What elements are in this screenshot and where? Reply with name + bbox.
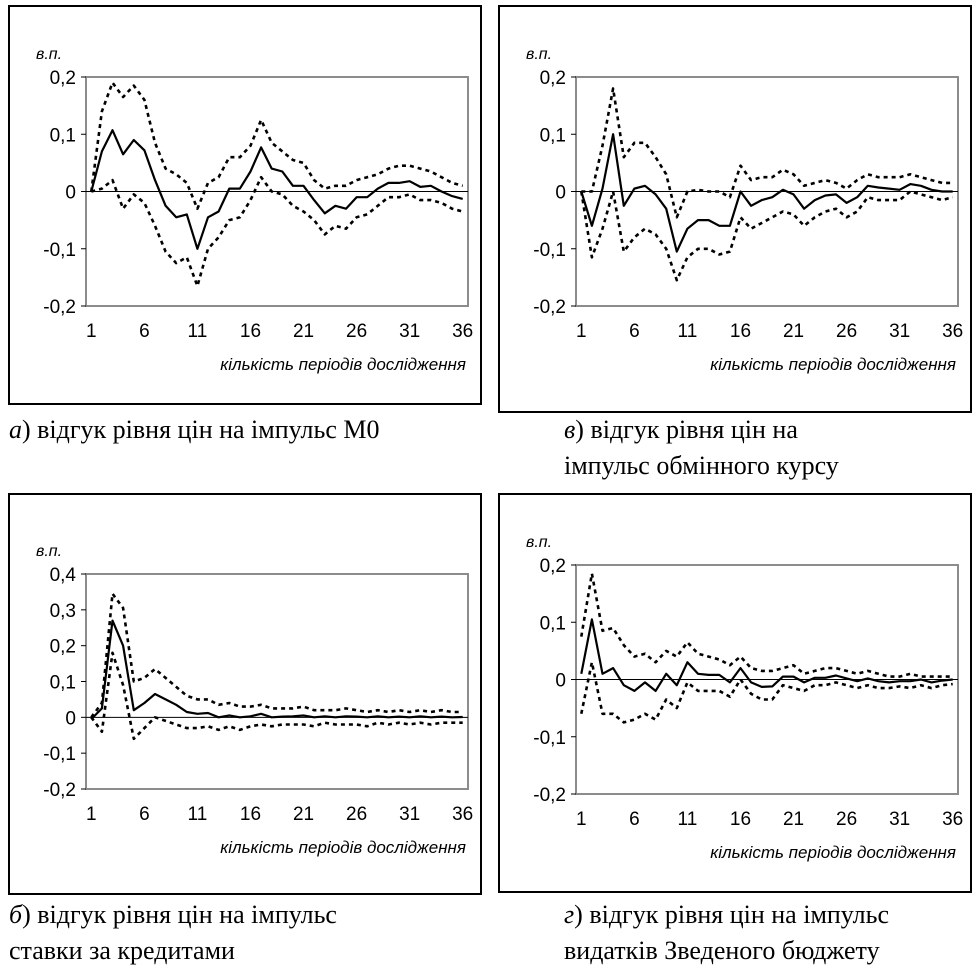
y-tick-label: 0,3 (50, 601, 76, 622)
x-tick-label: 1 (576, 321, 587, 342)
confidence-bound-line-1 (581, 87, 953, 219)
chart-svg-v: в.п.0,20,10-0,1-0,21 6 11 16 21 26 31 36кількіс… (526, 46, 963, 374)
x-tick-label: 16 (730, 321, 751, 342)
y-tick-label: -0,2 (533, 785, 566, 806)
plot-area (85, 573, 469, 790)
confidence-bound-line-1 (90, 81, 464, 210)
x-tick-label: 26 (836, 809, 857, 830)
x-tick-label: 31 (399, 321, 420, 342)
confidence-bound-line-2 (580, 661, 953, 724)
y-tick-label: 0 (65, 183, 76, 204)
impulse-response-line (90, 619, 463, 720)
chart-panel-a: в.п. 0,2 0,1 0 -0,1 -0,2 1 6 11 16 21 26 31 36 кількіс… (8, 5, 482, 405)
caption-line-a-1: ) відгук рівня цін на імпульс М0 (22, 415, 380, 444)
x-tick-label: 1 (86, 804, 97, 825)
caption-line-b-1: ) відгук рівня цін на імпульс (22, 900, 337, 929)
x-tick-label: 21 (293, 804, 314, 825)
y-tick-label: -0,2 (43, 780, 76, 801)
chart-panel-g: в.п. 0,2 0,1 0 -0,1 -0,2 1 6 11 16 21 26 31 36 кількіс… (498, 493, 972, 893)
x-tick-label: 26 (836, 321, 857, 342)
x-axis-label: кількість періодів дослідження (220, 355, 466, 374)
x-tick-label: 11 (188, 321, 208, 342)
caption-a: а) відгук рівня цін на імпульс М0 (9, 412, 380, 448)
y-tick-label: 0 (65, 708, 76, 729)
chart-panel-v: в.п. 0,2 0,1 0 -0,1 -0,2 1 6 11 16 21 26 31 36 кількіс… (498, 5, 972, 413)
x-tick-label: 6 (629, 321, 640, 342)
x-tick-label: 1 (86, 321, 97, 342)
y-tick-label: 0,4 (50, 565, 77, 586)
y-tick-label: 0,2 (540, 68, 566, 89)
x-axis-label: кількість періодів дослідження (710, 843, 956, 862)
y-tick-label: 0 (555, 183, 566, 204)
caption-g: г) відгук рівня цін на імпульс видатків … (564, 897, 889, 969)
impulse-response-line (90, 129, 463, 250)
y-tick-label: 0,1 (50, 673, 76, 694)
confidence-bound-line-1 (580, 572, 953, 678)
x-tick-label: 16 (240, 804, 261, 825)
x-tick-label: 36 (942, 321, 963, 342)
y-tick-label: -0,2 (533, 297, 566, 318)
x-tick-label: 26 (346, 804, 367, 825)
confidence-bound-line-2 (90, 175, 464, 288)
unit-label: в.п. (526, 534, 552, 551)
y-tick-label: 0,2 (540, 556, 566, 577)
caption-letter-g: г (564, 900, 575, 929)
caption-line-g-1: ) відгук рівня цін на імпульс (574, 900, 890, 929)
x-tick-label: 6 (139, 321, 150, 342)
confidence-bound-line-2 (90, 651, 463, 741)
caption-letter-b: б (9, 900, 23, 929)
x-tick-label: 16 (730, 809, 751, 830)
caption-letter-a: а (9, 415, 22, 444)
y-tick-label: 0,1 (540, 125, 566, 146)
y-tick-label: -0,1 (533, 240, 566, 261)
x-tick-label: 21 (783, 321, 804, 342)
y-tick-label: 0,2 (50, 637, 76, 658)
x-axis-label: кількість періодів дослідження (220, 838, 466, 857)
caption-letter-v: в (564, 415, 576, 444)
x-tick-label: 21 (293, 321, 314, 342)
y-tick-label: 0 (555, 671, 566, 692)
x-tick-label: 11 (188, 804, 208, 825)
caption-b: б) відгук рівня цін на імпульс ставки за… (9, 897, 337, 969)
y-tick-label: 0,2 (50, 68, 76, 89)
caption-line-v-2: імпульс обмінного курсу (564, 451, 839, 480)
x-tick-label: 6 (629, 809, 640, 830)
impulse-response-line (580, 618, 953, 692)
chart-panel-b: в.п. 0,4 0,3 0,2 0,1 0 -0,1 -0,2 1 6 11 16 21 26 31 36 к… (8, 493, 482, 895)
caption-line-g-2: видатків Зведеного бюджету (564, 936, 880, 965)
caption-v: в) відгук рівня цін на імпульс обмінного… (564, 412, 839, 484)
y-tick-label: -0,1 (533, 728, 566, 749)
x-tick-label: 31 (889, 809, 910, 830)
x-tick-label: 36 (942, 809, 963, 830)
x-tick-label: 1 (576, 809, 587, 830)
x-tick-label: 26 (346, 321, 367, 342)
x-tick-label: 36 (452, 804, 473, 825)
impulse-response-line (580, 133, 953, 253)
y-tick-label: -0,2 (43, 297, 76, 318)
x-axis-label: кількість періодів дослідження (710, 355, 956, 374)
chart-svg-a: в.п.0,20,10-0,1-0,21 6 11 16 21 26 31 36кількіс… (36, 46, 473, 374)
y-tick-label: 0,1 (540, 613, 566, 634)
y-tick-label: -0,1 (43, 240, 76, 261)
x-tick-label: 6 (139, 804, 150, 825)
confidence-bound-line-1 (90, 592, 463, 719)
x-tick-label: 31 (889, 321, 910, 342)
y-tick-label: 0,1 (50, 125, 76, 146)
chart-svg-g: в.п.0,20,10-0,1-0,21 6 11 16 21 26 31 36кількіс… (526, 534, 963, 862)
y-tick-label: -0,1 (43, 744, 76, 765)
unit-label: в.п. (36, 543, 62, 560)
x-tick-label: 36 (452, 321, 473, 342)
unit-label: в.п. (526, 46, 552, 63)
unit-label: в.п. (36, 46, 62, 63)
x-tick-label: 21 (783, 809, 804, 830)
confidence-bound-line-2 (580, 190, 954, 282)
x-tick-label: 31 (399, 804, 420, 825)
chart-svg-b: в.п.0,40,30,20,10-0,1-0,21 6 11 16 21 26 31 36к… (36, 543, 473, 857)
x-tick-label: 11 (678, 809, 698, 830)
caption-line-b-2: ставки за кредитами (9, 936, 235, 965)
x-tick-label: 11 (678, 321, 698, 342)
caption-line-v-1: ) відгук рівня цін на (575, 415, 798, 444)
x-tick-label: 16 (240, 321, 261, 342)
